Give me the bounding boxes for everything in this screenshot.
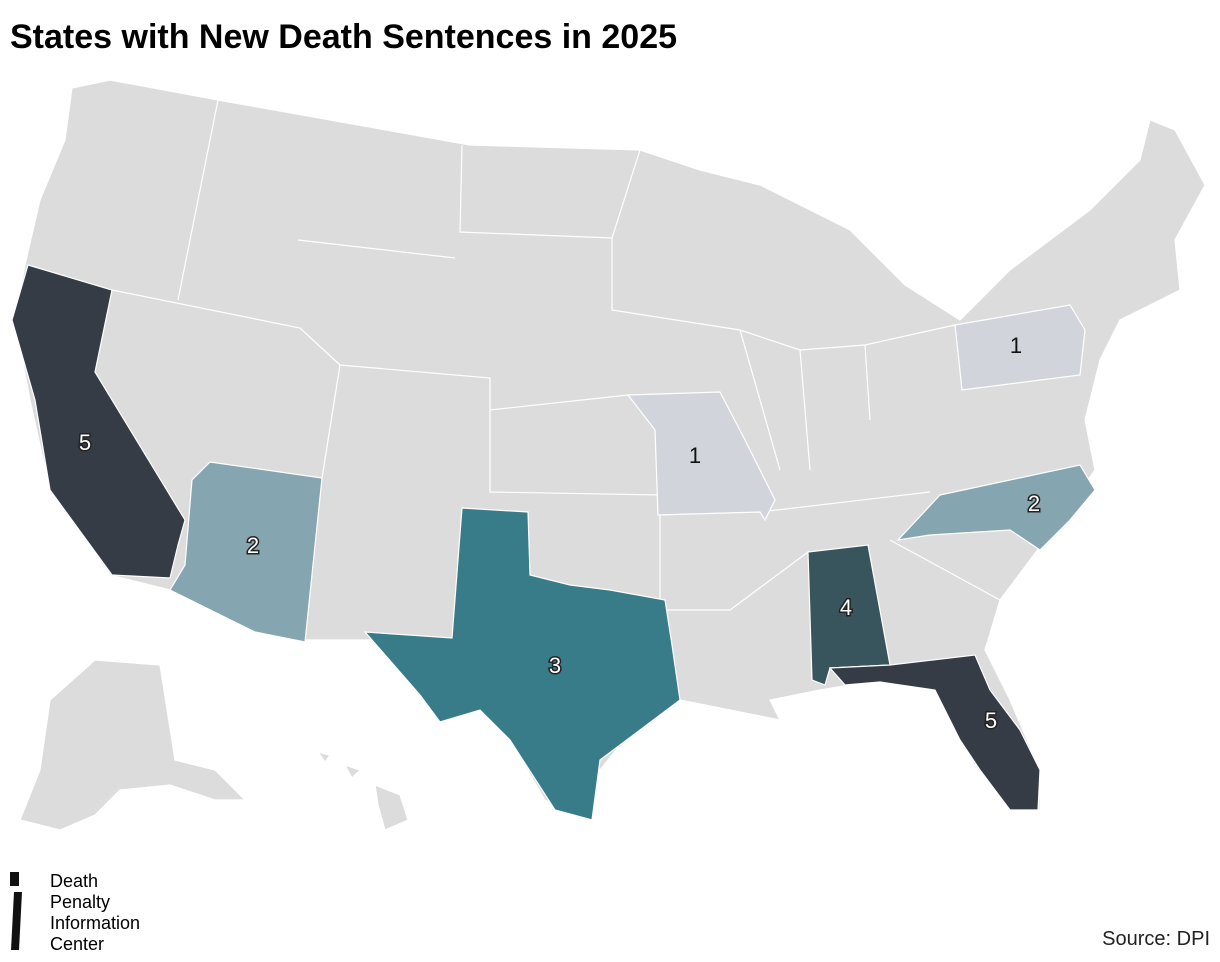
hawaii	[316, 751, 409, 831]
value-label: 5	[79, 430, 91, 455]
alaska	[19, 659, 247, 831]
logo-text: Penalty	[50, 892, 110, 912]
value-label: 3	[549, 653, 561, 678]
state	[626, 391, 776, 522]
us-mainland	[14, 79, 1206, 821]
state	[363, 507, 681, 821]
value-label: 2	[1028, 491, 1040, 516]
value-label: 1	[1010, 333, 1022, 358]
title: States with New Death Sentences in 2025	[10, 18, 677, 56]
state-borders	[111, 99, 1001, 611]
logo-text: Information	[50, 913, 140, 933]
value-label: 5	[985, 708, 997, 733]
logo-mark	[11, 892, 22, 950]
logo-text: Death	[50, 871, 98, 891]
state	[828, 654, 1041, 811]
logo-mark	[10, 872, 19, 886]
value-label: 1	[689, 443, 701, 468]
highlighted-states: 5 2 3 1 4 5 2 1	[11, 264, 1096, 821]
base-map	[14, 79, 1206, 831]
value-label: 2	[247, 533, 259, 558]
source: Source: DPI	[1102, 928, 1210, 950]
logo-text: Center	[50, 934, 104, 954]
state	[169, 461, 323, 643]
logo: Death Penalty Information Center	[10, 871, 140, 954]
value-label: 4	[840, 595, 852, 620]
state	[11, 264, 186, 579]
state	[954, 304, 1086, 391]
state	[896, 464, 1096, 551]
